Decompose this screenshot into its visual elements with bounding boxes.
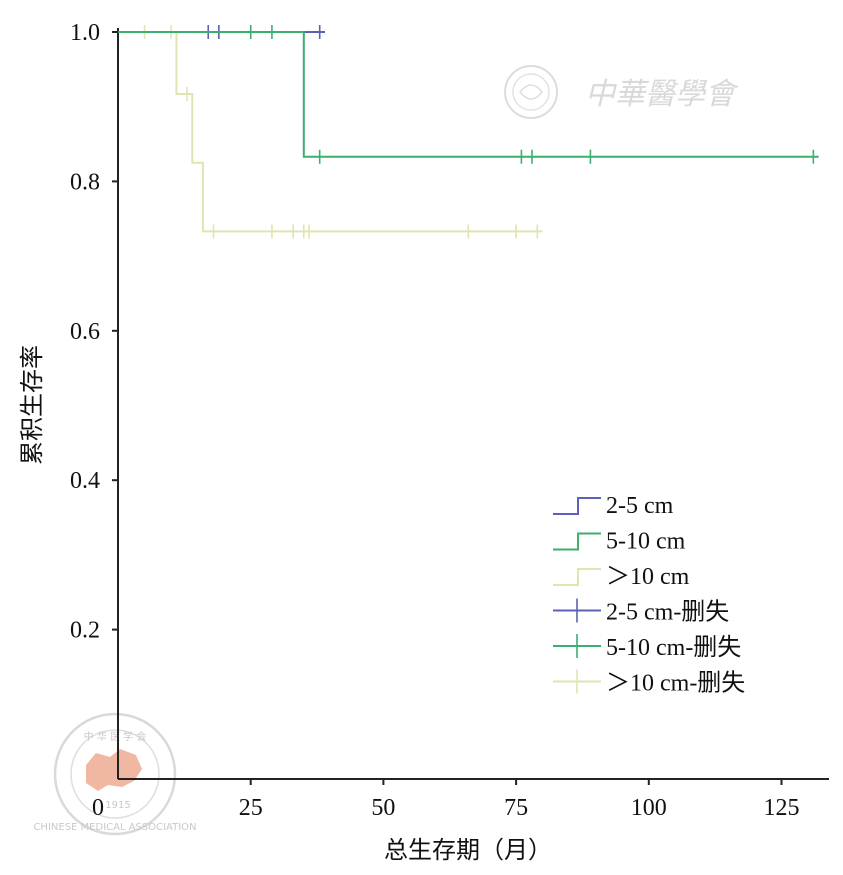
legend-line-swatch [553, 497, 601, 515]
series-layer [118, 25, 819, 239]
legend-line-swatch [553, 568, 601, 586]
x-tick-label: 0 [92, 795, 104, 821]
legend-item-censor: 2-5 cm-删失 [553, 598, 729, 626]
legend-item-line: ＞10 cm [553, 564, 690, 590]
legend-item-line: 5-10 cm [553, 529, 686, 555]
legend-label: ＞10 cm [606, 564, 690, 590]
legend-item-line: 2-5 cm [553, 493, 674, 519]
legend-item-censor: 5-10 cm-删失 [553, 634, 741, 661]
x-axis-title: 总生存期（月） [384, 836, 552, 864]
series-5-10 cm [118, 25, 819, 164]
legend-line-swatch [553, 532, 601, 551]
watermark-top-text: 中華醫學會 [585, 77, 739, 112]
axes: 0 25 50 75 100 125 0.2 0.4 0.6 0.8 1.0 [70, 20, 829, 821]
y-axis-title: 累积生存率 [18, 345, 46, 465]
seal-map-shape [86, 749, 142, 791]
watermark-top: 中華醫學會 [504, 65, 739, 119]
y-tick-label: 1.0 [70, 20, 100, 46]
legend-label: ＞10 cm-删失 [606, 670, 745, 697]
seal-year: 1915 [105, 800, 130, 811]
legend-label: 2-5 cm-删失 [606, 599, 729, 626]
series-＞10 cm [118, 25, 543, 239]
legend-item-censor: ＞10 cm-删失 [553, 669, 745, 697]
watermark-seal: 中 华 医 学 会 1915 CHINESE MEDICAL ASSOCIATI… [33, 712, 197, 836]
legend-label: 5-10 cm-删失 [606, 634, 741, 661]
y-tick-label: 0.8 [70, 169, 100, 195]
y-tick-label: 0.2 [70, 618, 100, 644]
x-tick-label: 25 [239, 795, 263, 821]
seal-ring-text: CHINESE MEDICAL ASSOCIATION [33, 822, 196, 833]
legend: 2-5 cm 5-10 cm ＞10 cm 2-5 cm-删失 5-10 cm-删失 ＞1… [553, 493, 745, 697]
x-tick-label: 50 [371, 795, 395, 821]
seal-top-text: 中 华 医 学 会 [84, 730, 147, 743]
y-tick-label: 0.4 [70, 468, 100, 494]
y-tick-label: 0.6 [70, 319, 100, 345]
legend-label: 2-5 cm [606, 493, 674, 519]
x-tick-label: 75 [504, 795, 528, 821]
survival-step-line [118, 31, 543, 233]
legend-label: 5-10 cm [606, 529, 686, 555]
x-tick-label: 100 [631, 795, 667, 821]
x-tick-label: 125 [764, 795, 800, 821]
survival-step-line [118, 31, 819, 158]
